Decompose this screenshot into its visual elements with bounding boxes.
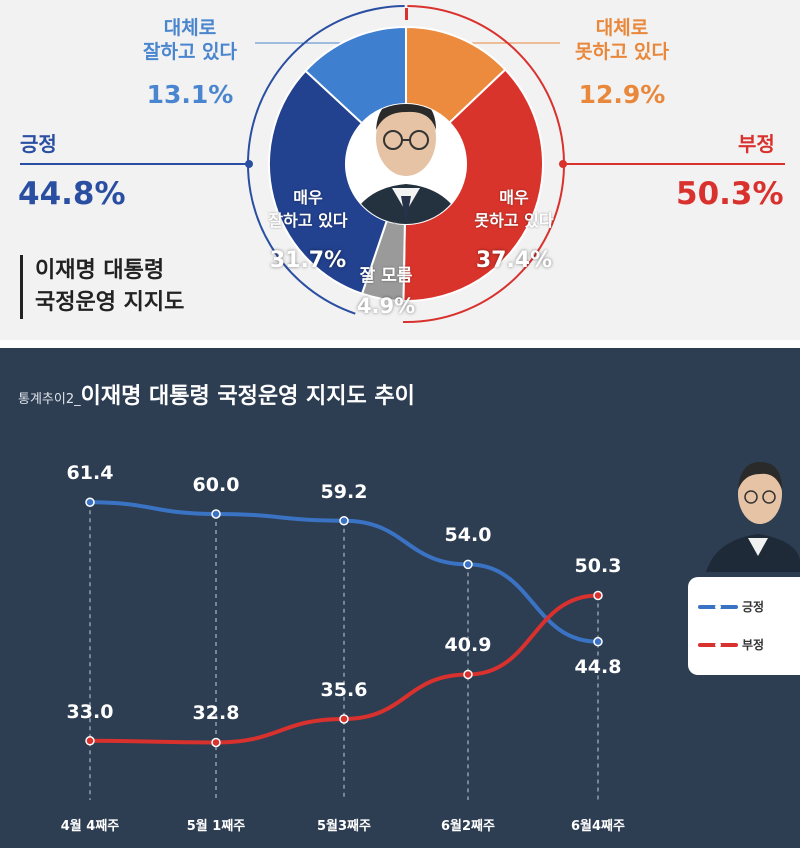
mostly-bad-label-line2: 못하고 있다 <box>574 41 669 63</box>
mostly-good-label-line1: 대체로 <box>163 17 217 39</box>
positive-value: 44.8% <box>18 176 126 212</box>
data-label: 44.8 <box>574 655 622 678</box>
very-bad-label-line2: 못하고 있다 <box>474 211 554 230</box>
mostly-bad-label: 대체로 못하고 있다 <box>552 16 692 64</box>
data-point <box>85 497 95 507</box>
very-bad-value: 37.4% <box>475 248 553 273</box>
data-label: 50.3 <box>574 555 622 578</box>
data-label: 61.4 <box>66 462 114 485</box>
legend: 긍정 부정 <box>688 577 800 675</box>
series-line-positive <box>88 500 600 644</box>
top-tick <box>405 8 408 20</box>
very-good-label: 매우 잘하고 있다 <box>248 186 368 232</box>
data-point <box>85 736 95 746</box>
data-label: 59.2 <box>320 480 368 503</box>
x-tick-label: 6월2째주 <box>441 819 495 834</box>
trend-title: 통계추이2_이재명 대통령 국정운영 지지도 추이 <box>18 378 415 410</box>
negative-ring-dot <box>559 160 567 168</box>
donut-panel: 대체로 잘하고 있다 13.1% 대체로 못하고 있다 12.9% 긍정 44.… <box>0 0 800 340</box>
data-point <box>211 737 221 748</box>
very-bad-label-line1: 매우 <box>499 188 529 207</box>
mostly-bad-label-line1: 대체로 <box>595 17 649 39</box>
legend-positive-swatch <box>698 604 738 610</box>
legend-item-positive: 긍정 <box>688 595 800 619</box>
data-point <box>339 515 349 526</box>
legend-positive-label: 긍정 <box>742 600 765 614</box>
x-tick-label: 6월4째주 <box>571 819 625 834</box>
legend-negative-swatch <box>698 642 738 648</box>
x-tick-label: 5월 1째주 <box>186 819 246 834</box>
donut-chart <box>20 5 785 323</box>
mostly-good-label: 대체로 잘하고 있다 <box>120 16 260 64</box>
positive-label: 긍정 <box>20 132 57 156</box>
legend-negative-label: 부정 <box>742 638 765 652</box>
very-good-label-line1: 매우 <box>293 188 323 207</box>
x-tick-label: 5월3째주 <box>317 819 371 834</box>
data-label: 33.0 <box>66 700 114 723</box>
x-tick-label: 4월 4째주 <box>60 819 120 834</box>
legend-item-negative: 부정 <box>688 633 800 657</box>
donut-title: 이재명 대통령 국정운영 지지도 <box>20 255 184 319</box>
mostly-good-value: 13.1% <box>146 80 234 109</box>
unknown-label: 잘 모름 <box>359 266 413 286</box>
series-points <box>85 497 603 748</box>
series-line-negative <box>88 593 600 745</box>
data-label: 32.8 <box>192 702 240 725</box>
trend-title-text: 이재명 대통령 국정운영 지지도 추이 <box>80 384 415 409</box>
trend-title-prefix: 통계추이2_ <box>18 392 81 407</box>
very-good-value: 31.7% <box>269 248 347 273</box>
trend-panel <box>0 348 800 848</box>
unknown-value: 4.9% <box>356 294 416 318</box>
data-point <box>463 669 473 680</box>
unknown-callout-line <box>387 221 396 263</box>
data-point <box>211 509 221 519</box>
donut-title-line2: 국정운영 지지도 <box>35 290 185 315</box>
donut-segments <box>268 25 544 302</box>
series-lines <box>88 500 600 745</box>
vertical-guides <box>89 502 599 800</box>
negative-value: 50.3% <box>676 176 784 212</box>
very-bad-label: 매우 못하고 있다 <box>444 186 584 232</box>
positive-ring-dot <box>245 160 253 168</box>
donut-title-line1: 이재명 대통령 <box>35 258 165 283</box>
data-label: 60.0 <box>192 474 240 496</box>
positive-outer-ring <box>247 5 405 315</box>
data-point <box>463 559 473 570</box>
negative-label: 부정 <box>738 132 775 156</box>
very-good-label-line2: 잘하고 있다 <box>268 211 348 230</box>
data-point <box>593 636 603 647</box>
portrait-thumbnail <box>706 462 800 572</box>
panel-divider <box>0 340 800 348</box>
data-point <box>339 714 349 724</box>
mostly-bad-value: 12.9% <box>578 80 666 109</box>
data-label: 40.9 <box>444 634 492 657</box>
data-label: 35.6 <box>320 678 368 701</box>
mostly-good-label-line2: 잘하고 있다 <box>142 41 237 63</box>
data-point <box>593 590 603 601</box>
data-label: 54.0 <box>444 524 492 547</box>
